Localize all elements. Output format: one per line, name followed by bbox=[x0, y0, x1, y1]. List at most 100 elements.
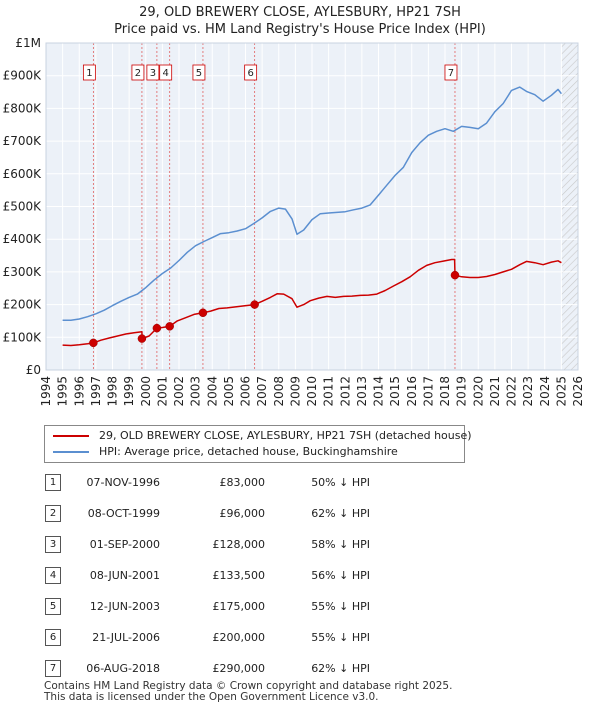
sale-number: 6 bbox=[45, 629, 61, 646]
x-tick-label: 2015 bbox=[388, 376, 402, 407]
y-tick-label: £600K bbox=[3, 167, 43, 181]
sale-hpi-diff: 50% ↓ HPI bbox=[311, 476, 370, 489]
x-tick-label: 2026 bbox=[571, 376, 585, 407]
sale-date: 08-JUN-2001 bbox=[89, 569, 160, 582]
table-row: 1 07-NOV-1996 £83,000 50% ↓ HPI bbox=[0, 468, 600, 496]
x-axis: 1994 1995 1996 1997 1998 1999 2000 2001 2002 2003… bbox=[39, 376, 585, 407]
sale-point bbox=[198, 308, 208, 318]
legend: 29, OLD BREWERY CLOSE, AYLESBURY, HP21 7… bbox=[44, 425, 472, 463]
sale-number: 2 bbox=[45, 505, 61, 522]
table-row: 5 12-JUN-2003 £175,000 55% ↓ HPI bbox=[0, 592, 600, 620]
sale-date: 07-NOV-1996 bbox=[86, 476, 160, 489]
sale-hpi-diff: 55% ↓ HPI bbox=[311, 631, 370, 644]
footer: Contains HM Land Registry data © Crown c… bbox=[44, 681, 452, 703]
sale-number: 5 bbox=[45, 598, 61, 615]
chart-title: 29, OLD BREWERY CLOSE, AYLESBURY, HP21 7… bbox=[139, 5, 461, 20]
x-tick-label: 2003 bbox=[189, 376, 203, 407]
sale-price: £83,000 bbox=[219, 476, 266, 489]
x-tick-label: 2022 bbox=[505, 376, 519, 407]
table-row: 3 01-SEP-2000 £128,000 58% ↓ HPI bbox=[0, 530, 600, 558]
sale-label-number: 4 bbox=[163, 68, 169, 79]
x-tick-label: 1995 bbox=[56, 376, 70, 407]
x-tick-label: 2014 bbox=[372, 376, 386, 407]
table-row: 2 08-OCT-1999 £96,000 62% ↓ HPI bbox=[0, 499, 600, 527]
chart-subtitle: Price paid vs. HM Land Registry's House … bbox=[114, 22, 486, 37]
sale-hpi-diff: 55% ↓ HPI bbox=[311, 600, 370, 613]
x-tick-label: 2001 bbox=[155, 376, 169, 407]
sale-label-number: 1 bbox=[86, 68, 92, 79]
sale-number: 1 bbox=[45, 474, 61, 491]
x-tick-label: 2021 bbox=[488, 376, 502, 407]
sale-point bbox=[165, 322, 174, 331]
sale-points bbox=[89, 270, 460, 348]
sale-hpi-diff: 62% ↓ HPI bbox=[311, 662, 370, 675]
x-tick-label: 2018 bbox=[438, 376, 452, 407]
sale-point bbox=[450, 270, 460, 280]
x-tick-label: 2017 bbox=[421, 376, 435, 407]
x-tick-label: 1998 bbox=[106, 376, 120, 407]
x-tick-label: 1997 bbox=[89, 376, 103, 407]
x-tick-label: 1996 bbox=[72, 376, 86, 407]
sale-label-box bbox=[146, 64, 160, 81]
sale-price: £200,000 bbox=[212, 631, 266, 644]
sale-number: 7 bbox=[45, 660, 61, 677]
x-tick-label: 2023 bbox=[521, 376, 535, 407]
sale-price: £290,000 bbox=[212, 662, 266, 675]
footer-copyright: Contains HM Land Registry data © Crown c… bbox=[44, 680, 453, 692]
sale-date: 01-SEP-2000 bbox=[89, 538, 160, 551]
sale-price: £133,500 bbox=[212, 569, 266, 582]
legend-label-property: 29, OLD BREWERY CLOSE, AYLESBURY, HP21 7… bbox=[99, 429, 472, 442]
sale-price: £96,000 bbox=[219, 507, 266, 520]
x-tick-label: 2012 bbox=[338, 376, 352, 407]
legend-swatch-property bbox=[53, 435, 89, 437]
sale-date: 06-AUG-2018 bbox=[86, 662, 160, 675]
table-row: 7 06-AUG-2018 £290,000 62% ↓ HPI bbox=[0, 654, 600, 682]
sale-point bbox=[152, 323, 162, 333]
x-tick-label: 2011 bbox=[322, 376, 336, 407]
sale-date: 12-JUN-2003 bbox=[89, 600, 160, 613]
x-tick-label: 2008 bbox=[272, 376, 286, 407]
sale-point bbox=[137, 334, 147, 343]
y-axis: £0 £100K £200K £300K £400K £500K £600K £700K £80… bbox=[3, 36, 43, 377]
x-tick-label: 1999 bbox=[122, 376, 136, 407]
x-tick-label: 1994 bbox=[39, 376, 53, 407]
sale-number: 3 bbox=[45, 536, 61, 553]
x-tick-label: 2005 bbox=[222, 376, 236, 407]
x-tick-label: 2010 bbox=[305, 376, 319, 407]
sale-label-number: 5 bbox=[196, 68, 202, 79]
table-row: 6 21-JUL-2006 £200,000 55% ↓ HPI bbox=[0, 623, 600, 651]
y-tick-label: £900K bbox=[3, 69, 43, 83]
x-tick-label: 2016 bbox=[405, 376, 419, 407]
x-tick-label: 2019 bbox=[455, 376, 469, 407]
y-tick-label: £800K bbox=[3, 101, 43, 115]
x-tick-label: 2009 bbox=[288, 376, 302, 407]
sale-point bbox=[250, 300, 259, 309]
y-tick-label: £700K bbox=[3, 134, 43, 148]
y-tick-label: £500K bbox=[3, 200, 43, 214]
legend-swatch-hpi bbox=[53, 451, 89, 453]
y-tick-label: £300K bbox=[3, 265, 43, 279]
x-tick-label: 2025 bbox=[554, 376, 568, 407]
sale-date: 08-OCT-1999 bbox=[87, 507, 160, 520]
x-tick-label: 2007 bbox=[255, 376, 269, 407]
sale-point bbox=[89, 338, 98, 348]
y-tick-label: £400K bbox=[3, 232, 43, 246]
x-tick-label: 2000 bbox=[139, 376, 153, 407]
sale-hpi-diff: 56% ↓ HPI bbox=[311, 569, 370, 582]
sale-label-number: 2 bbox=[135, 68, 141, 79]
footer-licence: This data is licensed under the Open Gov… bbox=[44, 691, 379, 703]
x-tick-label: 2020 bbox=[471, 376, 485, 407]
sale-label-box bbox=[444, 64, 458, 81]
sale-date: 21-JUL-2006 bbox=[92, 631, 160, 644]
sale-number: 4 bbox=[45, 567, 61, 584]
x-tick-label: 2013 bbox=[355, 376, 369, 407]
y-tick-label: £0 bbox=[26, 363, 41, 377]
y-tick-label: £100K bbox=[3, 330, 43, 344]
sale-price: £175,000 bbox=[212, 600, 266, 613]
sale-hpi-diff: 58% ↓ HPI bbox=[311, 538, 370, 551]
sale-label-number: 3 bbox=[150, 68, 156, 79]
legend-label-hpi: HPI: Average price, detached house, Buck… bbox=[99, 445, 398, 458]
sale-label-box bbox=[192, 64, 206, 81]
sale-price: £128,000 bbox=[212, 538, 266, 551]
